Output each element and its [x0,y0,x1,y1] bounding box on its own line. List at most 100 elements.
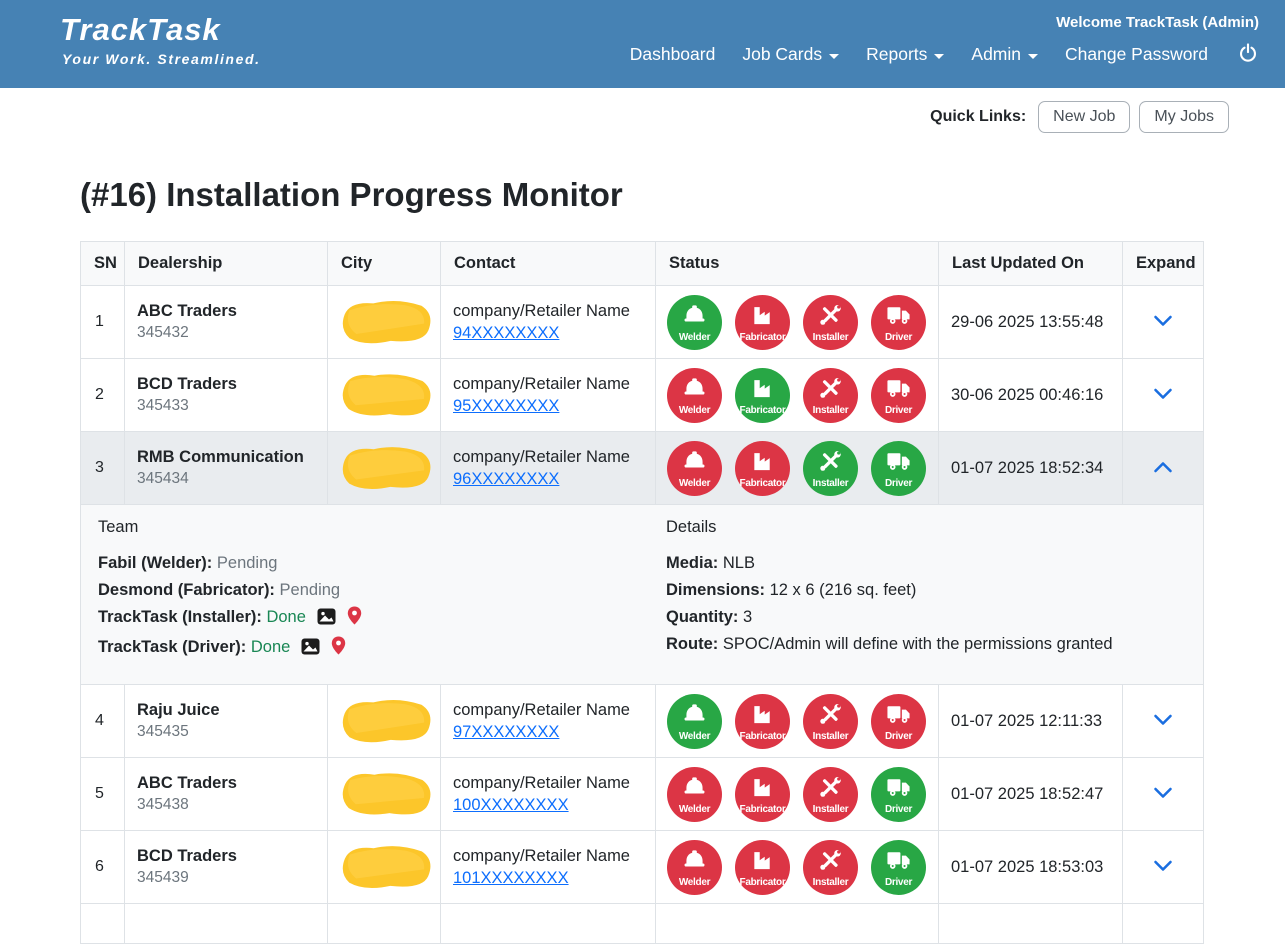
detail-line: Dimensions: 12 x 6 (216 sq. feet) [666,577,1193,604]
dealership-id: 345438 [137,796,189,813]
status-badge-driver: Driver [871,766,926,822]
team-member-status: Pending [216,554,278,572]
city-cell [327,285,441,359]
status-badge-driver: Driver [871,440,926,496]
truck-icon [886,450,911,477]
nav-item-change-password[interactable]: Change Password [1065,44,1208,65]
detail-line: Route: SPOC/Admin will define with the p… [666,631,1193,658]
team-member-label: Fabil (Welder): [98,554,213,572]
detail-value: SPOC/Admin will define with the permissi… [722,635,1113,653]
truck-icon [886,849,911,876]
factory-icon [750,304,775,331]
col-header-status: Status [655,241,939,286]
main-nav: Dashboard Job Cards Reports Admin Change Pas… [630,42,1259,67]
factory-icon [750,377,775,404]
dealership-id: 345439 [137,869,189,886]
badge-label: Installer [812,876,849,888]
contact-cell: company/Retailer Name 96XXXXXXXX [440,431,656,505]
progress-table: SN Dealership City Contact Status Last U… [80,241,1204,944]
dealership-name: ABC Traders [137,302,237,320]
tools-icon [818,450,843,477]
app-header: TrackTask Your Work. Streamlined. Welcom… [0,0,1285,88]
my-jobs-button[interactable]: My Jobs [1139,101,1229,133]
detail-line: Quantity: 3 [666,604,1193,631]
last-updated: 01-07 2025 18:52:47 [938,757,1123,831]
contact-name: company/Retailer Name [453,301,630,320]
badge-label: Fabricator [739,404,786,416]
detail-label: Media: [666,554,719,572]
status-badge-fabricator: Fabricator [735,367,790,423]
expand-row-button[interactable] [1151,312,1175,330]
status-badge-driver: Driver [871,294,926,350]
team-member-line: Desmond (Fabricator): Pending [98,577,666,604]
dealership-cell: BCD Traders 345433 [124,358,328,432]
expand-row-button[interactable] [1151,857,1175,875]
last-updated: 01-07 2025 12:11:33 [938,684,1123,758]
nav-item-reports[interactable]: Reports [866,44,945,65]
hard-hat-icon [682,703,707,730]
table-row: 1 ABC Traders 345432 company/Retailer Na… [80,285,1204,359]
status-badge-welder: Welder [667,766,722,822]
badge-label: Driver [884,331,913,343]
nav-item-label: Reports [866,44,928,64]
dealership-id: 345433 [137,397,189,414]
city-cell [327,757,441,831]
team-member-line: TrackTask (Driver): Done [98,634,666,664]
status-badge-installer: Installer [803,367,858,423]
nav-item-job-cards[interactable]: Job Cards [742,44,840,65]
dealership-name: ABC Traders [137,774,237,792]
status-cell: Welder Fabricator Installer Driver [655,431,939,505]
contact-phone-link[interactable]: 97XXXXXXXX [453,722,560,741]
contact-phone-link[interactable]: 96XXXXXXXX [453,469,560,488]
nav-item-dashboard[interactable]: Dashboard [630,44,716,65]
chevron-down-icon [1153,786,1173,800]
photo-icon[interactable] [317,607,336,634]
status-badge-fabricator: Fabricator [735,693,790,749]
row-sn: 3 [80,431,125,505]
badge-label: Installer [812,404,849,416]
badge-label: Welder [678,477,711,489]
contact-cell: company/Retailer Name 101XXXXXXXX [440,830,656,904]
new-job-button[interactable]: New Job [1038,101,1131,133]
dealership-name: Raju Juice [137,701,220,719]
tools-icon [818,377,843,404]
detail-line: Media: NLB [666,550,1193,577]
team-title: Team [98,518,139,536]
status-badge-fabricator: Fabricator [735,766,790,822]
detail-label: Route: [666,635,719,653]
row-sn: 6 [80,830,125,904]
contact-phone-link[interactable]: 94XXXXXXXX [453,323,560,342]
badge-label: Fabricator [739,477,786,489]
contact-name: company/Retailer Name [453,846,630,865]
city-cell [327,358,441,432]
nav-item-label: Change Password [1065,44,1208,64]
status-badge-welder: Welder [667,440,722,496]
photo-icon[interactable] [301,637,320,664]
contact-phone-link[interactable]: 101XXXXXXXX [453,868,569,887]
table-row: 2 BCD Traders 345433 company/Retailer Na… [80,358,1204,432]
caret-down-icon [934,53,945,59]
table-row: 5 ABC Traders 345438 company/Retailer Na… [80,757,1204,831]
location-pin-icon[interactable] [331,636,346,664]
truck-icon [886,304,911,331]
contact-phone-link[interactable]: 100XXXXXXXX [453,795,569,814]
badge-label: Driver [884,876,913,888]
nav-item-admin[interactable]: Admin [971,44,1038,65]
row-sn: 1 [80,285,125,359]
dealership-name: RMB Communication [137,448,304,466]
contact-phone-link[interactable]: 95XXXXXXXX [453,396,560,415]
badge-label: Fabricator [739,730,786,742]
chevron-down-icon [1153,859,1173,873]
expand-row-button[interactable] [1151,784,1175,802]
expand-row-button[interactable] [1151,711,1175,729]
city-redaction-blob [336,443,432,493]
quick-links-bar: Quick Links: New Job My Jobs [0,88,1285,133]
expand-row-button[interactable] [1151,385,1175,403]
status-badge-installer: Installer [803,294,858,350]
location-pin-icon[interactable] [347,606,362,634]
dealership-cell: Raju Juice 345435 [124,684,328,758]
logout-button[interactable] [1237,42,1259,67]
expand-row-button[interactable] [1151,458,1175,476]
detail-label: Quantity: [666,608,739,626]
last-updated: 01-07 2025 18:53:03 [938,830,1123,904]
